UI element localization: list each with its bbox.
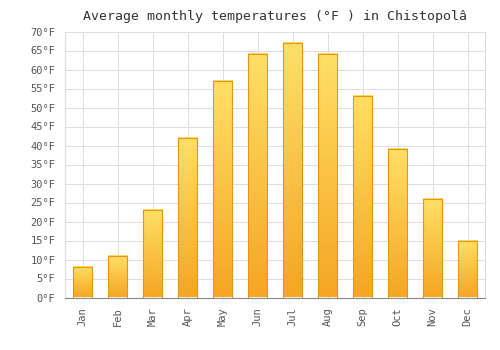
Bar xyxy=(143,210,162,298)
Bar xyxy=(213,81,232,298)
Bar xyxy=(108,256,127,298)
Bar xyxy=(423,199,442,298)
Bar xyxy=(318,54,337,298)
Bar xyxy=(283,43,302,298)
Bar xyxy=(248,54,267,298)
Bar xyxy=(178,138,197,298)
Bar xyxy=(388,149,407,298)
Bar xyxy=(73,267,92,298)
Bar xyxy=(353,96,372,298)
Title: Average monthly temperatures (°F ) in Chistopolâ: Average monthly temperatures (°F ) in Ch… xyxy=(83,10,467,23)
Bar xyxy=(458,240,477,298)
